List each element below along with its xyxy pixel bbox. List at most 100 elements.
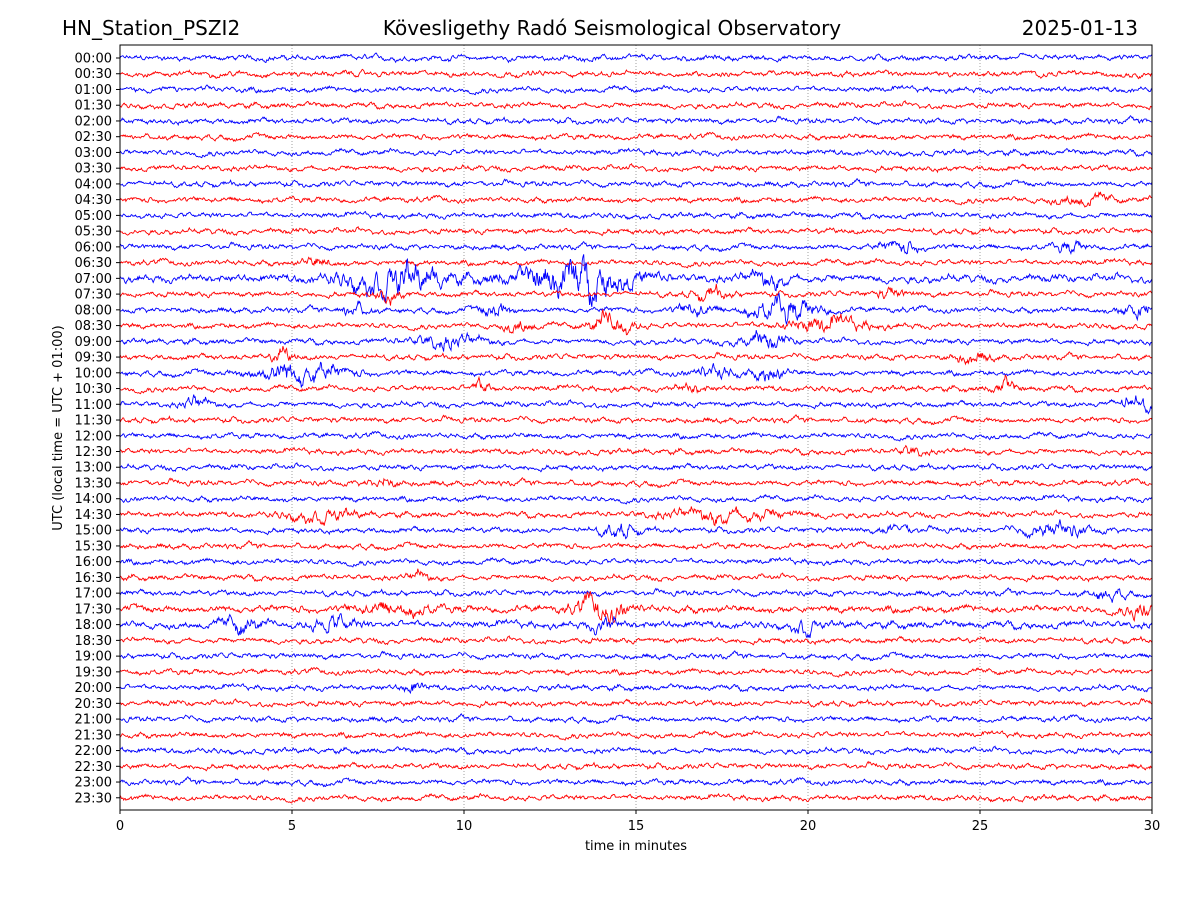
trace-line-1700 xyxy=(119,587,1153,603)
trace-line-0730 xyxy=(119,283,1153,306)
trace-line-1200 xyxy=(119,430,1153,442)
trace-line-2130 xyxy=(119,729,1153,741)
y-tick-label: 16:00 xyxy=(75,555,112,570)
y-axis: 00:0000:3001:0001:3002:0002:3003:0003:30… xyxy=(75,52,120,806)
trace-line-1630 xyxy=(119,568,1153,583)
y-tick-label: 23:30 xyxy=(75,791,112,806)
traces xyxy=(119,52,1153,804)
x-tick-label: 0 xyxy=(116,819,124,834)
trace-line-0700 xyxy=(119,254,1153,307)
trace-line-1300 xyxy=(119,462,1153,473)
y-tick-label: 11:00 xyxy=(75,398,112,413)
y-tick-label: 01:30 xyxy=(75,99,112,114)
x-tick-label: 30 xyxy=(1144,819,1161,834)
trace-line-1600 xyxy=(119,556,1153,568)
x-tick-label: 5 xyxy=(288,819,296,834)
trace-line-0230 xyxy=(119,131,1153,143)
grid-lines xyxy=(291,45,981,810)
y-tick-label: 05:00 xyxy=(75,209,112,224)
y-tick-label: 10:30 xyxy=(75,382,112,397)
y-tick-label: 03:30 xyxy=(75,162,112,177)
y-tick-label: 19:30 xyxy=(75,665,112,680)
y-tick-label: 01:00 xyxy=(75,83,112,98)
y-tick-label: 06:00 xyxy=(75,240,112,255)
y-tick-label: 10:00 xyxy=(75,366,112,381)
y-tick-label: 11:30 xyxy=(75,414,112,429)
y-tick-label: 02:00 xyxy=(75,114,112,129)
trace-line-0830 xyxy=(119,309,1153,336)
trace-line-0600 xyxy=(119,239,1153,256)
y-tick-label: 19:00 xyxy=(75,650,112,665)
trace-line-1830 xyxy=(119,635,1153,646)
y-tick-label: 00:00 xyxy=(75,52,112,67)
y-tick-label: 22:00 xyxy=(75,744,112,759)
x-axis-label: time in minutes xyxy=(585,839,687,854)
trace-line-2230 xyxy=(119,760,1153,772)
trace-line-0430 xyxy=(119,191,1153,208)
y-tick-label: 20:00 xyxy=(75,681,112,696)
y-tick-label: 12:00 xyxy=(75,429,112,444)
x-tick-label: 10 xyxy=(456,819,473,834)
y-tick-label: 18:30 xyxy=(75,634,112,649)
trace-line-2100 xyxy=(119,713,1153,725)
y-tick-label: 06:30 xyxy=(75,256,112,271)
y-tick-label: 04:30 xyxy=(75,193,112,208)
y-tick-label: 23:00 xyxy=(75,776,112,791)
y-axis-label: UTC (local time = UTC + 01:00) xyxy=(51,325,66,530)
trace-line-1500 xyxy=(119,519,1153,540)
y-tick-label: 09:30 xyxy=(75,351,112,366)
trace-line-2330 xyxy=(119,792,1153,804)
x-axis: 0 5 10 15 20 25 30 xyxy=(116,810,1160,834)
trace-line-0500 xyxy=(119,210,1153,221)
trace-line-0200 xyxy=(119,115,1153,127)
trace-line-0900 xyxy=(119,330,1153,353)
trace-line-1330 xyxy=(119,477,1153,489)
trace-line-0400 xyxy=(119,178,1153,190)
trace-line-1130 xyxy=(119,414,1153,426)
y-tick-label: 13:00 xyxy=(75,461,112,476)
y-tick-label: 00:30 xyxy=(75,67,112,82)
trace-line-1000 xyxy=(119,361,1153,388)
trace-line-0130 xyxy=(119,100,1153,111)
trace-line-0630 xyxy=(119,256,1153,269)
y-tick-label: 15:00 xyxy=(75,524,112,539)
trace-line-0100 xyxy=(119,84,1153,96)
y-tick-label: 12:30 xyxy=(75,445,112,460)
y-tick-label: 13:30 xyxy=(75,476,112,491)
trace-line-1730 xyxy=(119,591,1153,626)
x-tick-label: 15 xyxy=(628,819,645,834)
y-tick-label: 21:00 xyxy=(75,713,112,728)
x-tick-label: 25 xyxy=(972,819,989,834)
trace-line-2200 xyxy=(119,745,1153,756)
y-tick-label: 15:30 xyxy=(75,539,112,554)
y-tick-label: 22:30 xyxy=(75,760,112,775)
trace-line-0300 xyxy=(119,147,1153,159)
trace-line-0530 xyxy=(119,225,1153,237)
trace-line-0330 xyxy=(119,163,1153,174)
y-tick-label: 07:30 xyxy=(75,288,112,303)
trace-line-2300 xyxy=(119,776,1153,788)
x-tick-label: 20 xyxy=(800,819,817,834)
trace-line-1400 xyxy=(119,493,1153,505)
y-tick-label: 02:30 xyxy=(75,130,112,145)
trace-line-1900 xyxy=(119,650,1153,662)
station-title: HN_Station_PSZI2 xyxy=(62,16,240,40)
trace-line-1230 xyxy=(119,444,1153,457)
y-tick-label: 18:00 xyxy=(75,618,112,633)
y-tick-label: 14:30 xyxy=(75,508,112,523)
trace-line-1030 xyxy=(119,374,1153,395)
date-title: 2025-01-13 xyxy=(1022,16,1138,40)
trace-line-0000 xyxy=(119,52,1153,64)
y-tick-label: 08:30 xyxy=(75,319,112,334)
y-tick-label: 17:00 xyxy=(75,587,112,602)
y-tick-label: 16:30 xyxy=(75,571,112,586)
trace-line-1930 xyxy=(119,666,1153,678)
y-tick-label: 08:00 xyxy=(75,303,112,318)
y-tick-label: 17:30 xyxy=(75,602,112,617)
y-tick-label: 14:00 xyxy=(75,492,112,507)
y-tick-label: 09:00 xyxy=(75,335,112,350)
trace-line-0030 xyxy=(119,68,1153,80)
trace-line-2030 xyxy=(119,697,1153,709)
y-tick-label: 03:00 xyxy=(75,146,112,161)
